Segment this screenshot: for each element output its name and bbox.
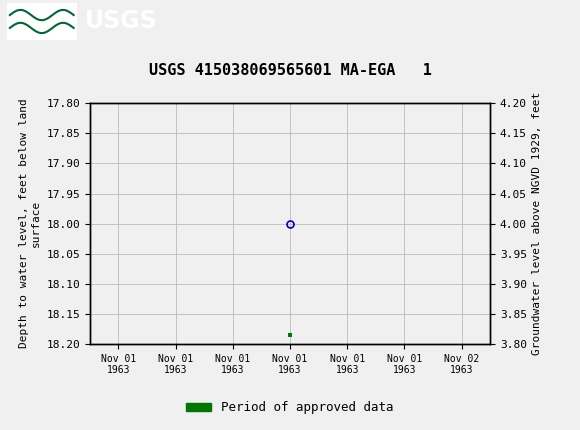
Bar [7,3,77,40]
Y-axis label: Groundwater level above NGVD 1929, feet: Groundwater level above NGVD 1929, feet [532,92,542,355]
Y-axis label: Depth to water level, feet below land
surface: Depth to water level, feet below land su… [19,99,41,348]
Text: USGS: USGS [85,9,158,34]
Text: USGS 415038069565601 MA-EGA   1: USGS 415038069565601 MA-EGA 1 [148,64,432,78]
Legend: Period of approved data: Period of approved data [181,396,399,419]
